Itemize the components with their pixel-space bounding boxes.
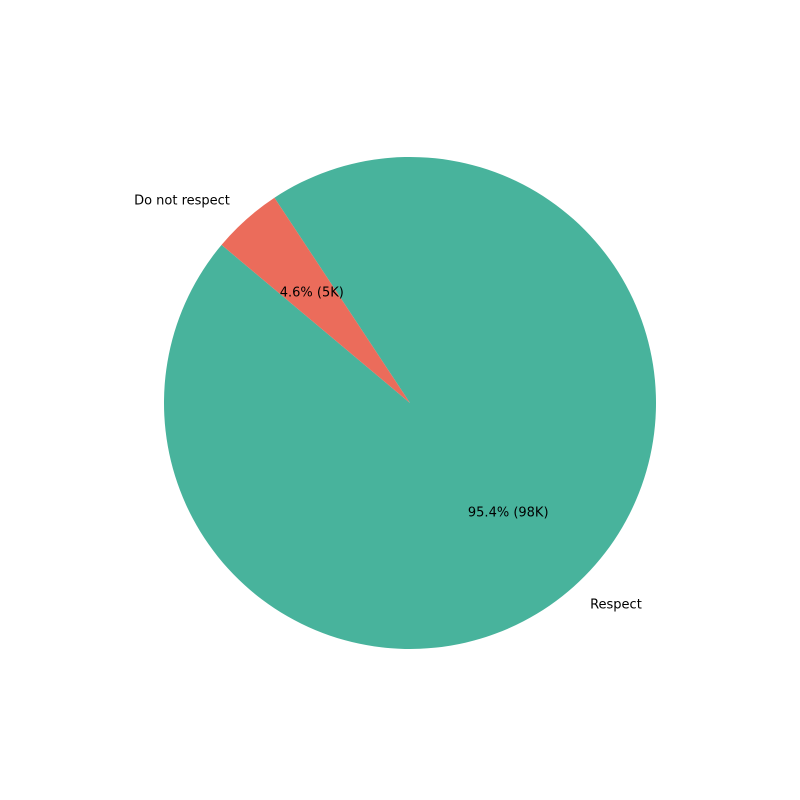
slice-label-respect: Respect	[590, 597, 642, 612]
slice-label-do-not-respect: Do not respect	[134, 194, 230, 209]
pie-slice-do-not-respect	[221, 197, 410, 403]
pie-slices	[164, 156, 656, 650]
pie-labels: Respect 95.4% (98K) Do not respect 4.6% (5K…	[134, 194, 642, 613]
slice-percent-label-respect: 95.4% (98K)	[468, 506, 549, 521]
slice-percent-label-do-not-respect: 4.6% (5K)	[280, 285, 344, 300]
pie-slice-respect	[164, 156, 656, 650]
